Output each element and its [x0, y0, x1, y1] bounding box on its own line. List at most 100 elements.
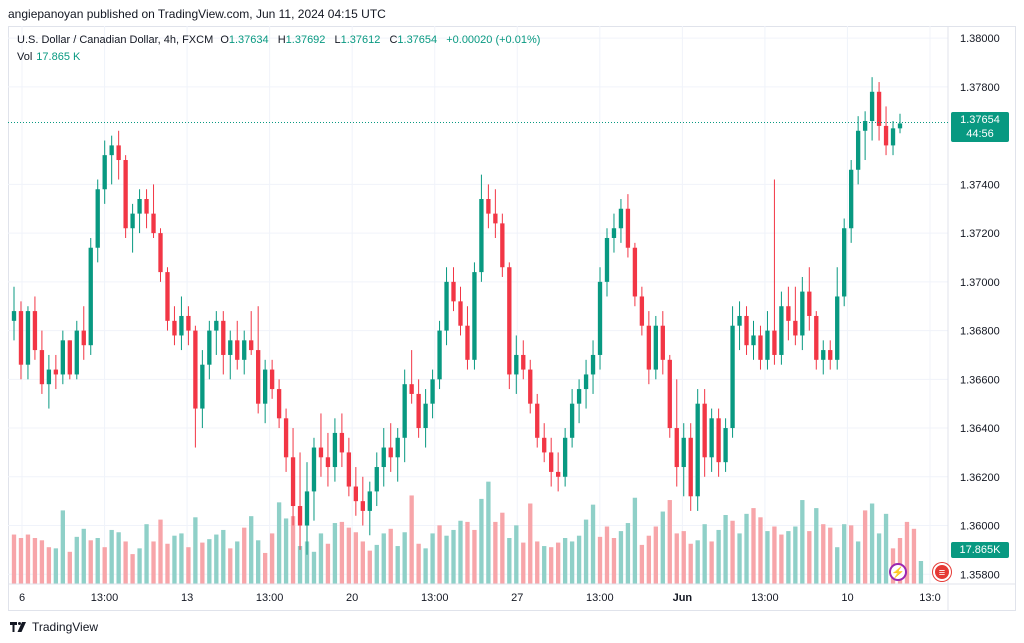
volume-bar: [311, 551, 317, 584]
volume-bar: [542, 546, 547, 584]
candle-body: [883, 125, 889, 146]
volume-bar: [137, 548, 142, 584]
volume-bar: [346, 527, 352, 584]
candle-body: [430, 379, 435, 404]
candle-body: [507, 267, 512, 375]
candle-body: [95, 189, 100, 248]
candle-body: [318, 447, 324, 458]
time-tick-label: 13:00: [91, 592, 119, 604]
volume-bar: [374, 544, 379, 584]
candle-body: [25, 311, 31, 365]
volume-bar: [242, 527, 247, 584]
candle-body: [60, 340, 65, 375]
candle-body: [151, 213, 156, 234]
candle-body: [869, 91, 875, 122]
lightning-event-icon[interactable]: ⚡: [889, 563, 907, 581]
candlestick-chart[interactable]: 1.38000 1.37800 1.37400 1.37200 1.37000 1.368…: [8, 26, 1016, 611]
volume-bar: [437, 525, 442, 584]
candle-body: [67, 340, 72, 375]
candle-body: [269, 369, 275, 390]
volume-bar: [590, 504, 596, 584]
volume-bar: [765, 531, 770, 584]
candle-body: [409, 384, 414, 394]
tradingview-logo-icon: [10, 622, 26, 632]
volume-bar: [402, 532, 407, 584]
candle-body: [304, 491, 310, 526]
volume-bar: [479, 498, 484, 584]
candle-body: [583, 374, 589, 390]
volume-bar: [723, 515, 728, 584]
time-tick-label: Jun: [673, 592, 693, 604]
volume-bar: [395, 546, 400, 584]
volume-bar: [660, 511, 665, 584]
volume-bar: [130, 554, 135, 584]
volume-bar: [283, 518, 289, 584]
candle-body: [849, 169, 854, 229]
candle-body: [297, 506, 303, 526]
close-label: C: [389, 34, 398, 46]
candle-body: [207, 330, 212, 365]
candle-body: [674, 428, 679, 468]
candle-body: [416, 393, 421, 429]
bar-countdown: 44:56: [966, 128, 994, 140]
candle-body: [611, 228, 617, 238]
volume-bar: [214, 534, 219, 584]
us-flag-event-icon[interactable]: ≡: [933, 563, 951, 581]
candle-body: [793, 320, 798, 336]
volume-bar: [883, 513, 889, 584]
volume-bar: [855, 541, 861, 584]
volume-bar: [521, 542, 526, 584]
volume-bar: [807, 531, 812, 584]
volume-bar: [325, 543, 331, 584]
low-label: L: [334, 34, 341, 46]
volume-bar: [409, 495, 414, 584]
candle-body: [835, 296, 840, 360]
candle-body: [897, 123, 903, 129]
candle-body: [39, 350, 45, 385]
candle-body: [521, 354, 526, 370]
volume-bar: [172, 535, 177, 584]
footer-brand[interactable]: TradingView: [32, 620, 99, 634]
volume-bar: [709, 541, 714, 584]
volume-bar: [221, 529, 226, 584]
candle-body: [667, 359, 672, 429]
candle-body: [639, 296, 645, 326]
candle-body: [81, 330, 86, 346]
candle-body: [214, 320, 219, 331]
volume-bar: [256, 540, 261, 584]
volume-bar: [360, 541, 365, 584]
price-tick-label: 1.37200: [960, 228, 1000, 240]
volume-legend: Vol 17.865 K: [17, 51, 80, 63]
candle-body: [779, 306, 784, 355]
volume-bar: [249, 516, 254, 584]
candle-body: [444, 281, 449, 331]
volume-bar: [904, 521, 910, 584]
volume-bar: [793, 526, 798, 584]
time-tick-label: 10: [841, 592, 853, 604]
low-value: 1.37612: [340, 34, 381, 46]
time-tick-label: 13:00: [256, 592, 284, 604]
volume-bar: [667, 500, 672, 584]
volume-bar: [646, 535, 652, 584]
candle-layer: [11, 77, 903, 555]
candle-body: [200, 364, 205, 409]
candle-body: [660, 325, 665, 360]
candle-body: [46, 369, 52, 385]
price-tick-label: 1.36200: [960, 472, 1000, 484]
candle-body: [221, 320, 226, 355]
candle-body: [807, 291, 812, 316]
footer: TradingView: [10, 620, 98, 634]
candle-body: [716, 418, 721, 463]
volume-bar: [674, 533, 679, 584]
volume-bar: [165, 543, 170, 584]
volume-bar: [269, 533, 275, 584]
candle-body: [758, 335, 763, 360]
candle-body: [723, 428, 728, 463]
volume-bar: [67, 551, 72, 584]
candle-body: [681, 437, 686, 468]
time-tick-label: 13:00: [421, 592, 449, 604]
candle-body: [172, 320, 177, 336]
candle-body: [625, 208, 631, 248]
candle-body: [855, 130, 861, 170]
symbol-title[interactable]: U.S. Dollar / Canadian Dollar, 4h, FXCM: [17, 34, 214, 46]
